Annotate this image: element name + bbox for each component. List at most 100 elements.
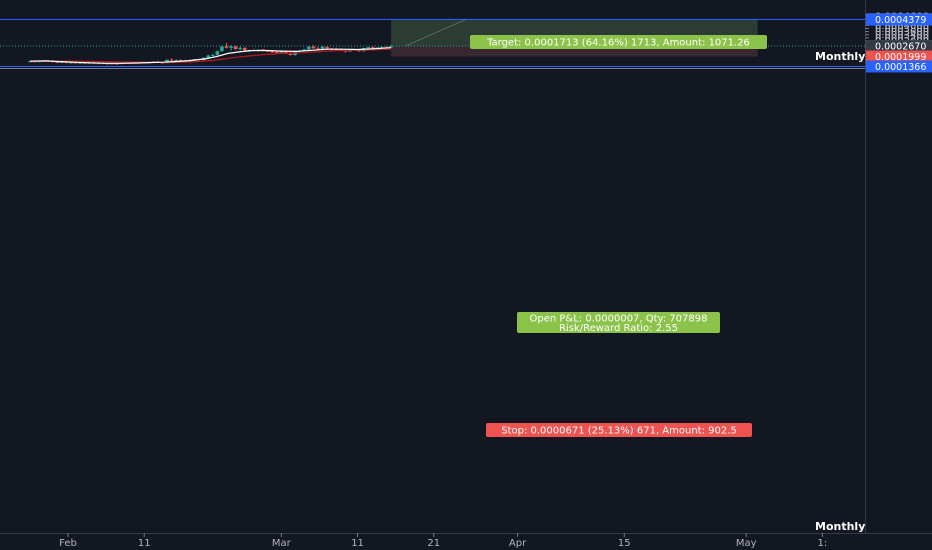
price-axis-tag-text: 0.0004379	[875, 15, 926, 26]
candle-body	[242, 47, 247, 51]
candle-body	[238, 47, 243, 50]
candle-body	[371, 47, 375, 49]
candle-body	[270, 51, 275, 53]
candle	[229, 45, 233, 51]
price-axis-tag: 0.0001366	[866, 60, 932, 73]
candle-body	[274, 51, 279, 53]
open-pl-text: Open P&L: 0.0000007, Qty: 707898	[530, 314, 708, 325]
candle-body	[284, 51, 288, 54]
price-axis-tag-bg	[866, 50, 932, 63]
candle	[316, 46, 320, 50]
candle	[220, 45, 224, 52]
time-tick-label: Mar	[272, 538, 292, 549]
time-tick-label: May	[736, 538, 757, 549]
candle-body	[174, 59, 179, 61]
position-labels[interactable]: Target: 0.0001713 (64.16%) 1713, Amount:…	[470, 35, 865, 533]
candle-body	[320, 46, 325, 50]
candle-body	[338, 49, 343, 51]
price-axis-tag: 0.0004379	[866, 13, 932, 26]
price-axis-tag: 0.0002670	[866, 40, 932, 53]
monthly-label-top: Monthly	[815, 50, 865, 63]
candle-body	[69, 62, 73, 64]
candle-body	[229, 46, 233, 48]
candle-body	[78, 62, 82, 64]
time-tick-label: 11	[138, 538, 151, 549]
projection-line	[404, 19, 467, 47]
candle-body	[178, 59, 183, 61]
stop-label-bg	[486, 423, 752, 437]
price-tick-label: 0.0003600	[875, 27, 929, 38]
monthly-label-bottom: Monthly	[815, 520, 865, 533]
target-label-text: Target: 0.0001713 (64.16%) 1713, Amount:…	[486, 38, 750, 49]
price-tick-label: 0.0004000	[875, 21, 929, 32]
stop-label[interactable]: Stop: 0.0000671 (25.13%) 671, Amount: 90…	[486, 423, 752, 437]
candle-body	[233, 46, 238, 50]
target-label-bg	[470, 35, 767, 49]
price-axis-tag-text: 0.0001366	[875, 62, 926, 73]
price-axis-tag-text: 0.0002670	[875, 42, 926, 53]
candle-body	[210, 55, 215, 56]
candle-body	[311, 46, 316, 49]
candle-body	[82, 62, 87, 64]
price-axis-tag-bg	[866, 40, 932, 53]
moving-averages	[29, 47, 392, 64]
open-pl-bg	[517, 312, 720, 333]
moving-average-white	[29, 47, 392, 64]
price-axis-tag-bg	[866, 13, 932, 26]
candle-body	[215, 51, 220, 55]
candle-body	[110, 63, 114, 65]
loss-zone[interactable]	[391, 46, 758, 57]
candle-body	[306, 46, 311, 50]
time-tick-label: 21	[427, 538, 440, 549]
candle-body	[64, 62, 69, 64]
candle-body	[28, 61, 32, 63]
candle-body	[302, 49, 307, 51]
candle-body	[114, 63, 119, 65]
candle	[306, 45, 311, 51]
candle-body	[105, 63, 110, 65]
open-pl-box[interactable]: Open P&L: 0.0000007, Qty: 707898 Risk/Re…	[517, 312, 720, 334]
time-tick-label: Feb	[59, 538, 77, 549]
candle-body	[224, 46, 229, 48]
price-tick-label: 0.0003800	[875, 24, 929, 35]
price-tick-label: 0.0003200	[875, 33, 929, 44]
candle	[311, 45, 316, 50]
time-tick-label: Apr	[509, 538, 527, 549]
candle-body	[220, 46, 224, 52]
time-axis[interactable]: Feb 11 Mar 11 21 Apr 15 May 1:	[0, 533, 932, 549]
candle	[238, 46, 243, 51]
candle	[233, 45, 238, 50]
time-tick-label: 1:	[818, 538, 828, 549]
candle-body	[169, 59, 174, 61]
price-axis-tag-bg	[866, 60, 932, 73]
candle-body	[73, 62, 78, 64]
candle-body	[265, 50, 270, 52]
candle-body	[279, 51, 284, 53]
candle	[389, 45, 393, 48]
candle-body	[325, 46, 329, 49]
candle	[210, 53, 215, 57]
candle-body	[55, 62, 60, 64]
time-tick-label: 15	[618, 538, 631, 549]
candle-body	[165, 59, 169, 64]
candle-body	[206, 55, 211, 58]
price-axis-tag: 0.0001999	[866, 50, 932, 63]
candle	[224, 42, 229, 49]
candle-body	[316, 48, 320, 50]
candle	[215, 50, 220, 56]
risk-reward-text: Risk/Reward Ratio: 2.55	[559, 323, 678, 334]
price-axis-tag-text: 0.0001999	[875, 52, 926, 63]
price-axis[interactable]: 0.00014000.00016000.00018000.00020000.00…	[865, 0, 932, 533]
target-label[interactable]: Target: 0.0001713 (64.16%) 1713, Amount:…	[470, 35, 767, 49]
candle-body	[366, 47, 371, 49]
price-tick-label: 0.0003400	[875, 30, 929, 41]
moving-average-red	[29, 48, 392, 64]
candle-body	[60, 62, 64, 64]
candle-body	[389, 45, 393, 48]
candle	[169, 58, 174, 62]
candle-body	[288, 53, 293, 55]
stop-label-text: Stop: 0.0000671 (25.13%) 671, Amount: 90…	[501, 426, 737, 437]
time-tick-label: 11	[351, 538, 364, 549]
